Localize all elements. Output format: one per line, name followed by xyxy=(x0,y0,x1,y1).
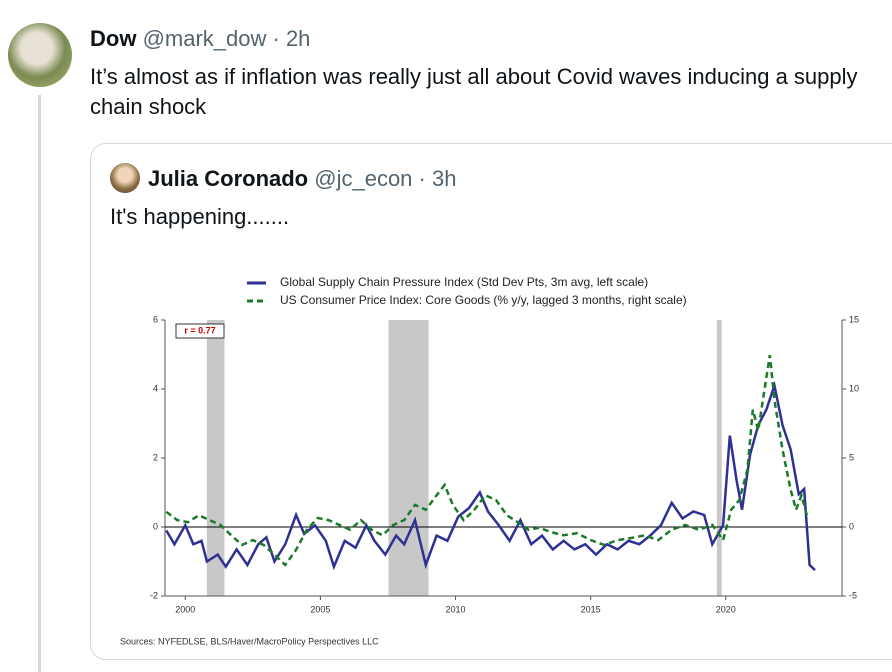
quote-text: It's happening....... xyxy=(110,204,290,229)
y2-tick-label: 10 xyxy=(849,383,859,393)
y2-tick-label: 15 xyxy=(849,314,859,324)
author-name[interactable]: Dow xyxy=(90,26,137,51)
quote-author-name[interactable]: Julia Coronado xyxy=(148,166,309,191)
y-tick-label: 2 xyxy=(153,452,158,462)
series-line xyxy=(165,354,809,567)
y2-tick-label: -5 xyxy=(849,590,857,600)
avatar[interactable] xyxy=(8,23,72,87)
x-tick-label: 2000 xyxy=(175,604,195,614)
y-tick-label: 4 xyxy=(153,383,158,393)
y-tick-label: 6 xyxy=(153,314,158,324)
x-tick-label: 2015 xyxy=(581,604,601,614)
tweet-header: Dow @mark_dow · 2h xyxy=(90,26,310,52)
quote-author-handle[interactable]: @jc_econ · 3h xyxy=(314,166,457,191)
author-handle[interactable]: @mark_dow · 2h xyxy=(142,26,311,51)
annotation-box xyxy=(175,323,225,339)
legend-label: Global Supply Chain Pressure Index (Std … xyxy=(280,275,648,289)
tweet-text: It’s almost as if inflation was really j… xyxy=(90,64,858,119)
y-tick-label: 0 xyxy=(153,521,158,531)
quote-box[interactable] xyxy=(90,143,892,660)
x-tick-label: 2020 xyxy=(716,604,736,614)
x-tick-label: 2005 xyxy=(310,604,330,614)
annotation: r = 0.77 xyxy=(184,325,215,335)
thread-line xyxy=(38,95,41,672)
recession-band xyxy=(716,320,722,596)
quote-header: Julia Coronado @jc_econ · 3h xyxy=(148,166,456,192)
y2-tick-label: 5 xyxy=(849,452,854,462)
y2-tick-label: 0 xyxy=(849,521,854,531)
source-note: Sources: NYFEDLSE, BLS/Haver/MacroPolicy… xyxy=(120,636,379,646)
quote-avatar[interactable] xyxy=(110,163,140,193)
y-tick-label: -2 xyxy=(150,590,158,600)
series-line xyxy=(165,380,816,572)
legend-label: US Consumer Price Index: Core Goods (% y… xyxy=(280,293,687,307)
x-tick-label: 2010 xyxy=(446,604,466,614)
